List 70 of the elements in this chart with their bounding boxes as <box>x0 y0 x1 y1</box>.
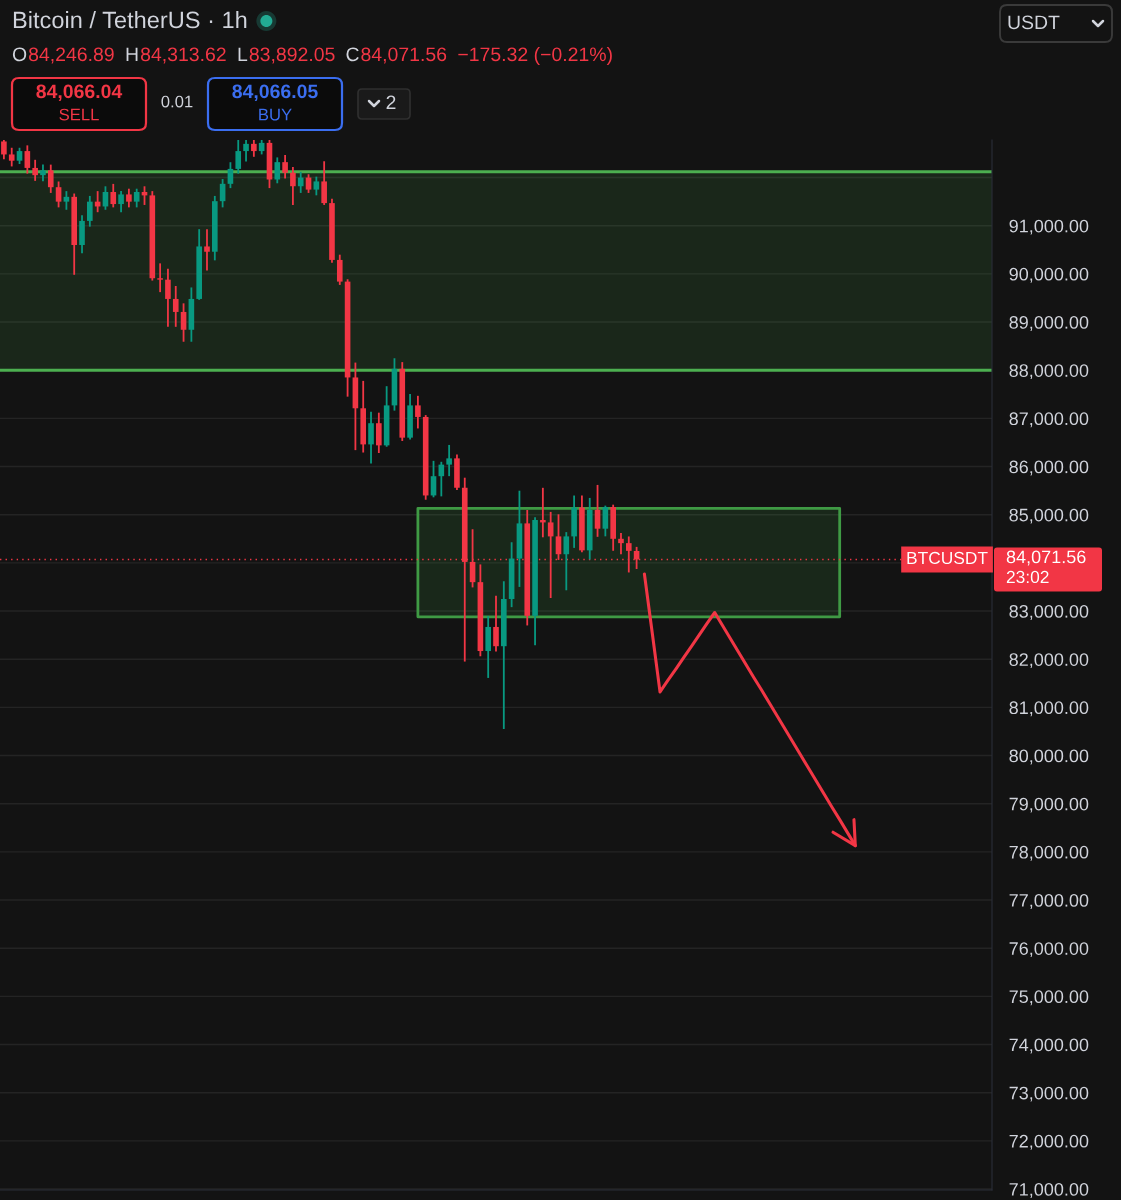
candlestick <box>87 195 93 227</box>
y-tick-label: 81,000.00 <box>1009 701 1089 717</box>
y-tick-label: 89,000.00 <box>1009 316 1089 331</box>
candlestick <box>376 412 382 454</box>
text: 84,313.62 <box>140 47 226 64</box>
candlestick <box>336 254 343 285</box>
text: H <box>126 47 138 62</box>
candlestick <box>297 171 304 193</box>
candlestick <box>204 229 210 271</box>
text: 23:02 <box>1006 570 1049 584</box>
y-tick-label: 76,000.00 <box>1009 942 1089 958</box>
text: −175.32 (−0.21%) <box>458 46 612 66</box>
candlestick <box>47 164 54 193</box>
candlestick <box>594 484 601 537</box>
candlestick <box>157 263 163 293</box>
candlestick <box>55 181 62 208</box>
y-tick-label: 91,000.00 <box>1009 219 1089 235</box>
candlestick <box>368 411 374 464</box>
candlestick <box>110 183 117 208</box>
candlestick <box>243 140 249 162</box>
y-tick-label: 85,000.00 <box>1009 508 1089 524</box>
candlestick <box>118 191 124 213</box>
candlestick <box>321 161 327 205</box>
candlestick <box>446 444 452 477</box>
y-tick-label: 79,000.00 <box>1009 797 1089 813</box>
candlestick <box>290 167 296 205</box>
text: O <box>12 47 27 62</box>
text: 84,246.89 <box>28 47 114 64</box>
text: 84,066.04 <box>36 84 123 102</box>
text: 2 <box>386 95 396 110</box>
candlestick <box>235 140 242 174</box>
y-tick-label: 83,000.00 <box>1009 604 1089 620</box>
text: 84,071.56 <box>361 47 447 64</box>
y-tick-label: 74,000.00 <box>1009 1038 1089 1054</box>
candlestick <box>415 395 421 429</box>
text: C <box>346 47 359 62</box>
candlestick <box>625 536 632 573</box>
y-tick-label: 80,000.00 <box>1009 749 1089 765</box>
text: BUY <box>259 108 292 121</box>
candlestick <box>180 303 187 342</box>
chart-title: Bitcoin / TetherUS · 1h <box>13 11 247 29</box>
text: SELL <box>59 108 99 121</box>
text: 84,071.56 <box>1006 550 1086 566</box>
candlestick <box>172 285 179 327</box>
text: 83,892.05 <box>249 47 335 64</box>
candlestick <box>274 157 281 184</box>
candlestick <box>32 159 38 181</box>
y-tick-label: 82,000.00 <box>1009 653 1089 669</box>
candlestick <box>618 533 624 555</box>
candlestick <box>63 191 70 210</box>
y-tick-label: 72,000.00 <box>1009 1134 1089 1150</box>
y-tick-label: 77,000.00 <box>1009 893 1089 909</box>
candlestick <box>165 268 171 327</box>
y-tick-label: 86,000.00 <box>1009 460 1089 476</box>
y-tick-label: 71,000.00 <box>1009 1182 1089 1198</box>
text: USDT <box>1008 15 1060 30</box>
text: 0.01 <box>161 95 193 108</box>
text: 84,066.05 <box>232 84 318 102</box>
candlestick <box>282 154 288 179</box>
y-tick-label: 90,000.00 <box>1009 267 1089 283</box>
y-tick-label: 75,000.00 <box>1009 990 1089 1006</box>
candlestick <box>602 505 609 537</box>
candlestick <box>493 595 499 652</box>
text: L <box>238 47 248 62</box>
y-tick-label: 73,000.00 <box>1009 1086 1089 1102</box>
y-tick-label: 88,000.00 <box>1009 364 1089 380</box>
candlestick <box>563 532 570 591</box>
y-tick-label: 78,000.00 <box>1009 845 1089 861</box>
ref-line-label: BTCUSDT <box>907 551 988 565</box>
y-tick-label: 87,000.00 <box>1009 412 1089 428</box>
